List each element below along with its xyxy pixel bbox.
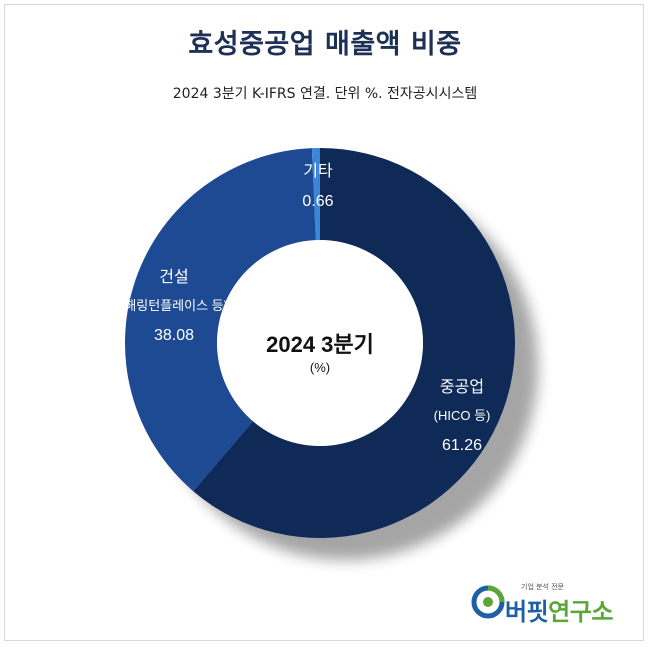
slice-label: 건설: [159, 268, 188, 286]
chart-subtitle: 2024 3분기 K-IFRS 연결. 단위 %. 전자공시시스템: [172, 86, 478, 102]
center-unit: (%): [310, 360, 330, 375]
logo-name-part2: 연구소: [548, 598, 613, 626]
slice-sublabel: (HICO 등): [434, 408, 491, 423]
slice-label: 중공업: [440, 378, 484, 396]
logo-name-part1: 버핏: [505, 598, 549, 626]
chart-title: 효성중공업 매출액 비중: [188, 29, 462, 60]
slice-value: 61.26: [442, 437, 482, 454]
chart-frame: [4, 4, 644, 641]
slice-label: 기타: [303, 162, 333, 180]
donut-hole: [217, 240, 423, 446]
logo-tagline: 기업 분석 전문: [521, 583, 565, 591]
center-label: 2024 3분기: [266, 332, 374, 357]
slice-sublabel: (해링턴플레이스 등): [120, 298, 228, 313]
brand-logo: 기업 분석 전문 버핏연구소: [471, 580, 621, 626]
donut-slice: [125, 148, 316, 492]
slice-value: 38.08: [154, 327, 194, 344]
logo-icon: [471, 585, 505, 619]
slice-value: 0.66: [302, 193, 333, 210]
donut-slice: [193, 148, 515, 538]
logo-name: 버핏연구소: [505, 592, 613, 627]
donut-slice: [311, 148, 320, 241]
